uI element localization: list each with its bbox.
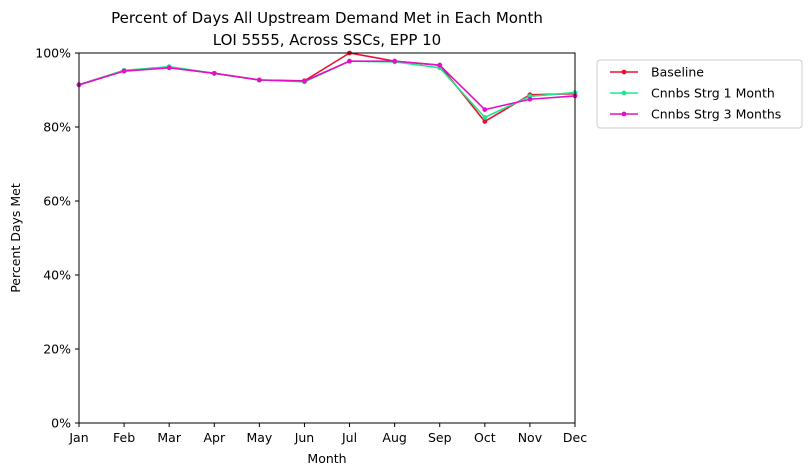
data-point [211, 70, 217, 76]
data-point [347, 58, 352, 64]
y-axis: 0% 20% 40% 60% 80% 100% [35, 46, 79, 431]
series-1 [76, 50, 578, 124]
y-axis-label: Percent Days Met [8, 183, 23, 293]
series-3 [76, 58, 578, 113]
data-point [482, 114, 488, 120]
data-point [482, 119, 488, 124]
chart-title: Percent of Days All Upstream Demand Met … [111, 9, 543, 27]
x-tick-label: Oct [474, 430, 496, 445]
y-tick-label: 80% [43, 120, 71, 135]
plot-area [76, 50, 578, 424]
x-tick-label: Jan [68, 430, 88, 445]
x-axis: Jan Feb Mar Apr May Jun Jul Aug Sep Oct Nov Dec [68, 423, 587, 445]
data-point [302, 78, 307, 84]
data-point [437, 62, 443, 68]
series-line [78, 52, 576, 123]
x-tick-label: Jun [294, 430, 315, 445]
y-tick-label: 100% [35, 46, 71, 61]
legend-marker [621, 90, 627, 96]
x-tick-label: Jul [341, 430, 357, 445]
legend-marker [621, 69, 627, 75]
data-point [482, 107, 488, 113]
legend-marker [621, 111, 627, 117]
y-tick-label: 0% [51, 416, 71, 431]
x-tick-label: May [246, 430, 272, 445]
x-tick-label: Dec [563, 430, 587, 445]
legend-entry: Cnnbs Strg 3 Months [610, 107, 781, 122]
y-tick-label: 20% [43, 342, 71, 357]
legend: Baseline Cnnbs Strg 1 Month Cnnbs Strg 3 M… [596, 59, 803, 129]
legend-label: Cnnbs Strg 1 Month [651, 86, 775, 101]
y-tick-label: 60% [43, 194, 71, 209]
x-axis-label: Month [307, 451, 346, 466]
x-tick-label: Nov [518, 430, 543, 445]
data-point [527, 96, 533, 102]
legend-label: Baseline [651, 65, 704, 80]
data-point [392, 58, 398, 64]
series-line [78, 60, 576, 111]
plot-frame [78, 52, 576, 424]
series-layer [76, 50, 578, 124]
data-point [166, 65, 172, 71]
legend-frame [596, 59, 803, 129]
data-point [256, 77, 262, 83]
legend-entry: Baseline [610, 65, 704, 80]
chart-subtitle: LOI 5555, Across SSCs, EPP 10 [213, 31, 441, 49]
x-tick-label: Sep [428, 430, 452, 445]
x-tick-label: Feb [113, 430, 135, 445]
legend-label: Cnnbs Strg 3 Months [651, 107, 781, 122]
x-tick-label: Apr [203, 430, 225, 445]
x-tick-label: Aug [382, 430, 406, 445]
x-tick-label: Mar [157, 430, 181, 445]
legend-entry: Cnnbs Strg 1 Month [610, 86, 775, 101]
y-tick-label: 40% [43, 268, 71, 283]
data-point [121, 68, 127, 74]
